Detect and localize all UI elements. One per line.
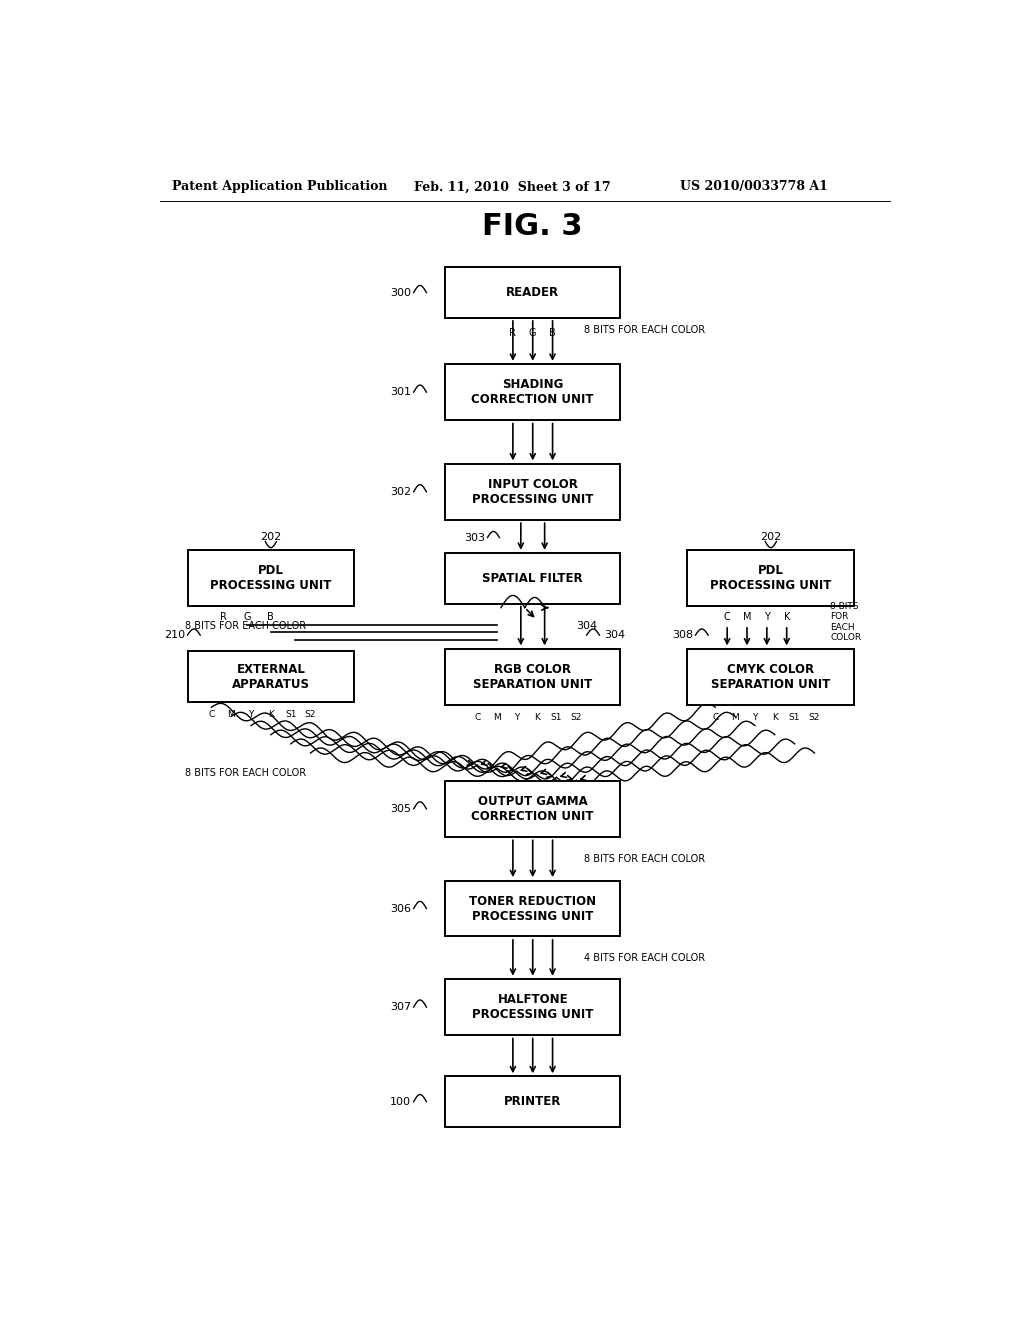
- Text: 306: 306: [390, 903, 412, 913]
- Text: INPUT COLOR
PROCESSING UNIT: INPUT COLOR PROCESSING UNIT: [472, 478, 594, 506]
- Text: EXTERNAL
APPARATUS: EXTERNAL APPARATUS: [231, 663, 310, 690]
- Text: 4 BITS FOR EACH COLOR: 4 BITS FOR EACH COLOR: [585, 953, 706, 962]
- Text: PDL
PROCESSING UNIT: PDL PROCESSING UNIT: [710, 564, 831, 593]
- Text: HALFTONE
PROCESSING UNIT: HALFTONE PROCESSING UNIT: [472, 993, 594, 1022]
- Text: SHADING
CORRECTION UNIT: SHADING CORRECTION UNIT: [471, 378, 594, 407]
- FancyBboxPatch shape: [445, 649, 620, 705]
- Text: PDL
PROCESSING UNIT: PDL PROCESSING UNIT: [210, 564, 332, 593]
- Text: M: M: [742, 611, 752, 622]
- Text: 100: 100: [390, 1097, 412, 1106]
- Text: C: C: [712, 713, 719, 722]
- Text: 8 BITS
FOR
EACH
COLOR: 8 BITS FOR EACH COLOR: [830, 602, 861, 642]
- Text: Feb. 11, 2010  Sheet 3 of 17: Feb. 11, 2010 Sheet 3 of 17: [414, 181, 610, 193]
- Text: PRINTER: PRINTER: [504, 1096, 561, 1107]
- Text: G: G: [529, 329, 537, 338]
- FancyBboxPatch shape: [445, 463, 620, 520]
- FancyBboxPatch shape: [187, 651, 354, 702]
- FancyBboxPatch shape: [687, 550, 854, 606]
- Text: 8 BITS FOR EACH COLOR: 8 BITS FOR EACH COLOR: [185, 768, 306, 779]
- Text: M: M: [731, 713, 739, 722]
- Text: 304: 304: [577, 620, 598, 631]
- Text: SPATIAL FILTER: SPATIAL FILTER: [482, 572, 583, 585]
- Text: 302: 302: [390, 487, 412, 496]
- FancyBboxPatch shape: [445, 1076, 620, 1127]
- Text: R: R: [220, 611, 226, 622]
- Text: B: B: [549, 329, 556, 338]
- Text: K: K: [783, 611, 790, 622]
- Text: S2: S2: [809, 713, 820, 722]
- Text: M: M: [227, 710, 236, 719]
- FancyBboxPatch shape: [445, 781, 620, 837]
- Text: C: C: [208, 710, 214, 719]
- FancyBboxPatch shape: [445, 979, 620, 1035]
- FancyBboxPatch shape: [445, 880, 620, 936]
- Text: B: B: [267, 611, 274, 622]
- Text: S1: S1: [788, 713, 801, 722]
- Text: CMYK COLOR
SEPARATION UNIT: CMYK COLOR SEPARATION UNIT: [712, 663, 830, 690]
- Text: M: M: [494, 713, 501, 722]
- Text: 300: 300: [390, 288, 412, 297]
- Text: S1: S1: [285, 710, 296, 719]
- Text: K: K: [534, 713, 540, 722]
- FancyBboxPatch shape: [445, 553, 620, 603]
- Text: 202: 202: [260, 532, 282, 541]
- Text: R: R: [510, 329, 516, 338]
- FancyBboxPatch shape: [187, 550, 354, 606]
- Text: K: K: [268, 710, 273, 719]
- Text: C: C: [474, 713, 480, 722]
- Text: 210: 210: [164, 630, 185, 640]
- Text: RGB COLOR
SEPARATION UNIT: RGB COLOR SEPARATION UNIT: [473, 663, 592, 690]
- Text: C: C: [724, 611, 730, 622]
- Text: G: G: [244, 611, 251, 622]
- Text: Y: Y: [249, 710, 254, 719]
- Text: Y: Y: [764, 611, 770, 622]
- FancyBboxPatch shape: [445, 267, 620, 318]
- Text: Y: Y: [753, 713, 758, 722]
- Text: 304: 304: [604, 630, 626, 640]
- Text: 308: 308: [672, 630, 693, 640]
- Text: 8 BITS FOR EACH COLOR: 8 BITS FOR EACH COLOR: [585, 854, 706, 863]
- FancyBboxPatch shape: [687, 649, 854, 705]
- Text: 202: 202: [760, 532, 781, 541]
- Text: K: K: [772, 713, 777, 722]
- Text: 8 BITS FOR EACH COLOR: 8 BITS FOR EACH COLOR: [185, 620, 306, 631]
- Text: TONER REDUCTION
PROCESSING UNIT: TONER REDUCTION PROCESSING UNIT: [469, 895, 596, 923]
- Text: OUTPUT GAMMA
CORRECTION UNIT: OUTPUT GAMMA CORRECTION UNIT: [471, 795, 594, 822]
- Text: S1: S1: [551, 713, 562, 722]
- Text: S2: S2: [570, 713, 582, 722]
- FancyBboxPatch shape: [445, 364, 620, 420]
- Text: 301: 301: [390, 387, 412, 397]
- Text: READER: READER: [506, 286, 559, 300]
- Text: FIG. 3: FIG. 3: [482, 213, 583, 242]
- Text: S2: S2: [305, 710, 316, 719]
- Text: 307: 307: [390, 1002, 412, 1012]
- Text: Patent Application Publication: Patent Application Publication: [172, 181, 387, 193]
- Text: Y: Y: [514, 713, 519, 722]
- Text: 305: 305: [390, 804, 412, 814]
- Text: 303: 303: [464, 532, 485, 543]
- Text: 8 BITS FOR EACH COLOR: 8 BITS FOR EACH COLOR: [585, 325, 706, 335]
- Text: US 2010/0033778 A1: US 2010/0033778 A1: [680, 181, 827, 193]
